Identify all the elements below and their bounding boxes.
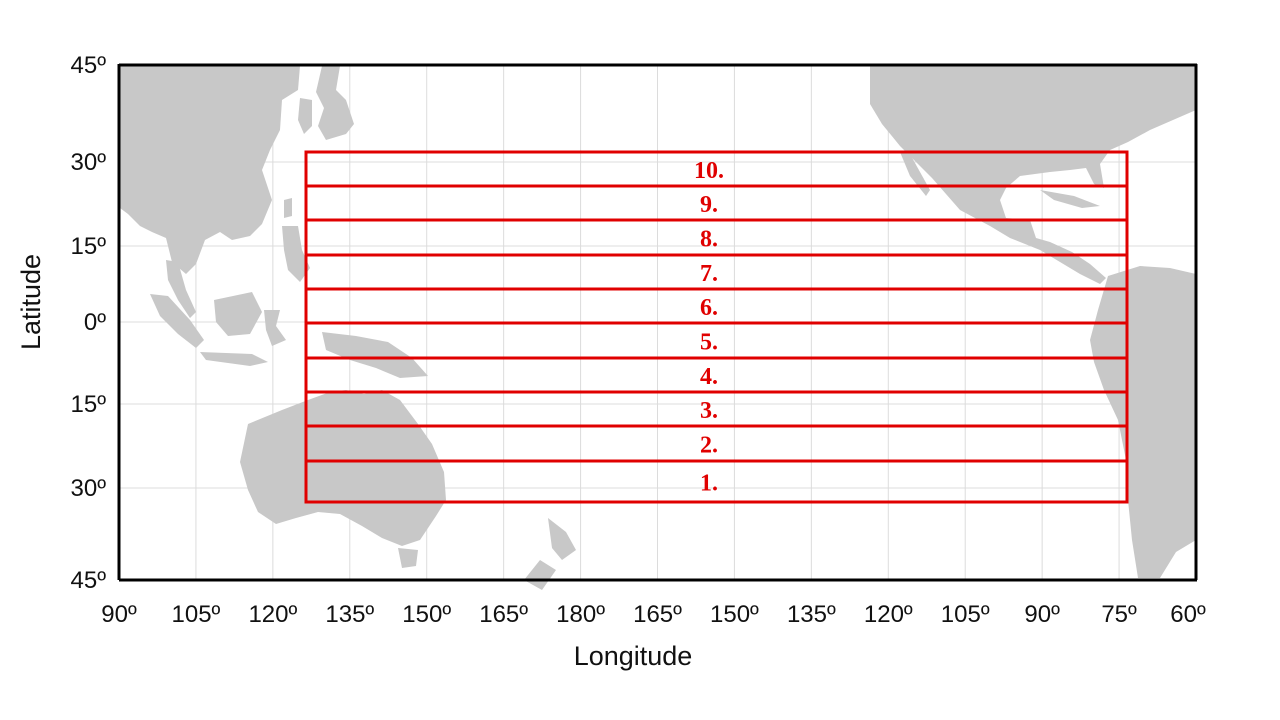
x-tick-label: 165º xyxy=(633,601,682,628)
x-tick-label: 120º xyxy=(248,601,297,628)
y-tick-label: 0º xyxy=(84,309,106,336)
band-label: 4. xyxy=(700,364,718,390)
x-tick-label: 90º xyxy=(101,601,137,628)
y-tick-label: 30º xyxy=(71,149,107,176)
y-tick-label: 30º xyxy=(71,475,107,502)
landmass-borneo xyxy=(214,292,262,336)
band-label: 5. xyxy=(700,330,718,356)
x-tick-label: 120º xyxy=(864,601,913,628)
y-tick-label: 45º xyxy=(71,52,107,79)
band-label: 1. xyxy=(700,471,718,497)
landmass-taiwan xyxy=(284,198,292,218)
y-axis-title: Latitude xyxy=(16,254,46,350)
y-tick-label: 15º xyxy=(71,391,107,418)
landmass-new-zealand xyxy=(524,518,576,590)
y-tick-label: 45º xyxy=(71,567,107,594)
landmass-korea xyxy=(298,98,312,134)
x-tick-label: 150º xyxy=(402,601,451,628)
landmass-japan xyxy=(316,66,354,140)
landmass-java xyxy=(200,352,268,366)
x-tick-label: 105º xyxy=(941,601,990,628)
band-rect xyxy=(304,459,1129,504)
landmass-new-guinea xyxy=(322,332,428,378)
band-label: 8. xyxy=(700,227,718,253)
x-tick-label: 90º xyxy=(1024,601,1060,628)
y-tick-labels: 45º 30º 15º 0º 15º 30º 45º xyxy=(71,52,107,594)
landmass-philippines xyxy=(282,226,310,282)
landmass-sumatra xyxy=(150,294,204,348)
landmass-south-america xyxy=(1090,266,1196,578)
x-tick-label: 75º xyxy=(1101,601,1137,628)
x-tick-label: 180º xyxy=(556,601,605,628)
x-tick-label: 60º xyxy=(1170,601,1206,628)
x-tick-label: 165º xyxy=(479,601,528,628)
band-label: 10. xyxy=(694,158,724,184)
landmass-greenland-corner xyxy=(1160,66,1196,92)
band-label: 7. xyxy=(700,261,718,287)
landmass-tasmania xyxy=(398,548,418,568)
landmass-asia xyxy=(120,66,300,274)
x-tick-label: 135º xyxy=(325,601,374,628)
band-label: 6. xyxy=(700,295,718,321)
landmass-north-america xyxy=(870,66,1196,284)
y-tick-label: 15º xyxy=(71,233,107,260)
landmass-australia xyxy=(240,390,446,546)
x-tick-labels: 90º 105º 120º 135º 150º 165º 180º 165º 150º 135º 1… xyxy=(101,601,1206,628)
landmass-cuba xyxy=(1040,190,1100,208)
x-tick-label: 105º xyxy=(172,601,221,628)
land-masses xyxy=(120,66,1196,590)
landmass-malay-peninsula xyxy=(166,260,196,318)
latitude-bands: 10. 9. 8. 7. 6. 5. 4. 3. 2. 1. xyxy=(304,150,1129,504)
band-label: 2. xyxy=(700,433,718,459)
band-label: 9. xyxy=(700,192,718,218)
x-axis-title: Longitude xyxy=(574,641,693,671)
x-tick-label: 150º xyxy=(710,601,759,628)
band-label: 3. xyxy=(700,398,718,424)
x-tick-label: 135º xyxy=(787,601,836,628)
landmass-sulawesi xyxy=(264,310,286,346)
